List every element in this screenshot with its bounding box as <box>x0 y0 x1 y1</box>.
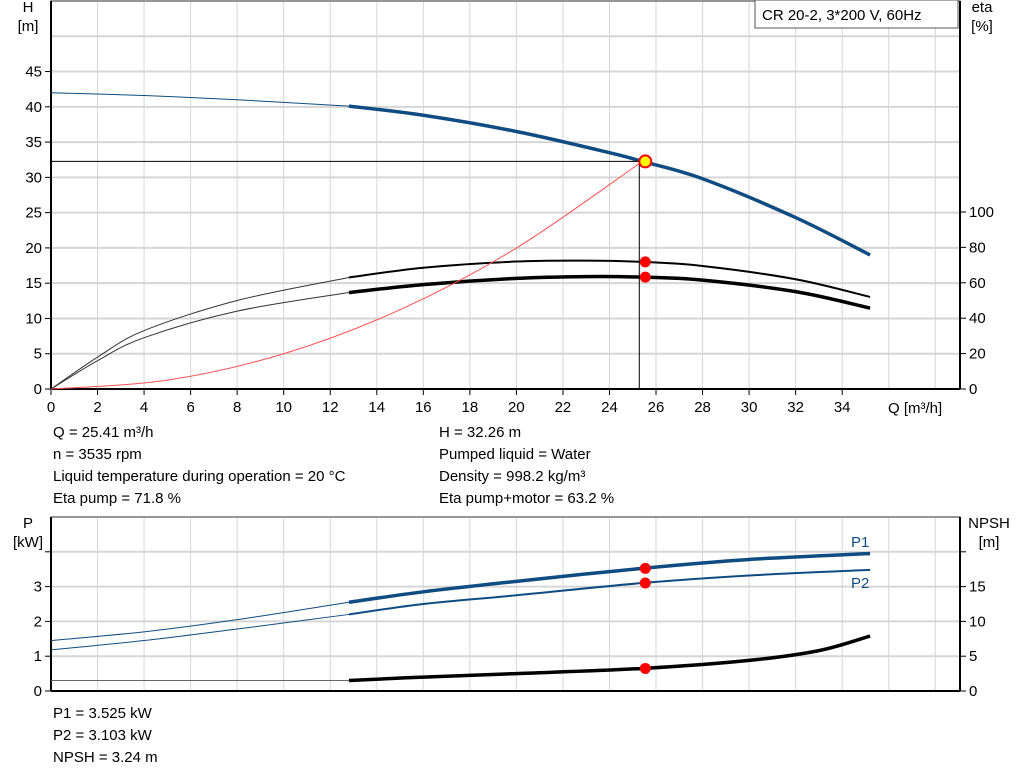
y-axis-label: [m] <box>18 18 39 35</box>
readout-p2: P2 = 3.103 kW <box>53 727 152 744</box>
readout-speed: n = 3535 rpm <box>53 446 142 463</box>
series-label-p2: P2 <box>851 575 869 592</box>
y-tick-label: 20 <box>25 240 42 257</box>
y-tick-label: 2 <box>34 613 42 630</box>
x-tick-label: 32 <box>787 399 804 416</box>
y2-tick-label: 0 <box>969 381 977 398</box>
y-axis-label: P <box>23 515 33 532</box>
x-tick-label: 10 <box>275 399 292 416</box>
duty-point-marker <box>638 154 653 169</box>
x-tick-label: 0 <box>47 399 55 416</box>
eta-pump-marker <box>639 256 651 268</box>
y-tick-label: 3 <box>34 579 42 596</box>
x-tick-label: 6 <box>186 399 194 416</box>
readout-q: Q = 25.41 m³/h <box>53 424 154 441</box>
y2-tick-label: 0 <box>969 683 977 700</box>
readout-eta-pump: Eta pump = 71.8 % <box>53 490 181 507</box>
y2-axis-label: eta <box>972 0 994 16</box>
y2-tick-label: 80 <box>969 239 986 256</box>
y2-axis-label: [%] <box>971 18 993 35</box>
x-tick-label: 16 <box>415 399 432 416</box>
eta-pump-motor-marker <box>639 271 651 283</box>
series-system <box>50 161 643 390</box>
series-p2-extrapolated <box>50 613 349 651</box>
readout-npsh: NPSH = 3.24 m <box>53 749 158 766</box>
y-axis-label: [kW] <box>13 534 43 551</box>
y-tick-label: 15 <box>25 275 42 292</box>
series-npsh <box>348 634 871 683</box>
y-tick-label: 35 <box>25 134 42 151</box>
y-tick-label: 25 <box>25 205 42 222</box>
x-tick-label: 26 <box>648 399 665 416</box>
y-tick-label: 10 <box>25 310 42 327</box>
y-tick-label: 5 <box>34 346 42 363</box>
x-tick-label: 2 <box>93 399 101 416</box>
x-tick-label: 28 <box>694 399 711 416</box>
readout-temperature: Liquid temperature during operation = 20… <box>53 468 346 485</box>
x-axis-label: Q [m³/h] <box>888 400 942 417</box>
chart-title: CR 20-2, 3*200 V, 60Hz <box>762 7 922 24</box>
plot-frame <box>50 516 961 692</box>
readout-density: Density = 998.2 kg/m³ <box>439 468 586 485</box>
y-tick-label: 30 <box>25 169 42 186</box>
y-tick-label: 0 <box>34 381 42 398</box>
y2-axis-label: [m] <box>979 534 1000 551</box>
x-tick-label: 12 <box>322 399 339 416</box>
readout-eta-pump-motor: Eta pump+motor = 63.2 % <box>439 490 615 507</box>
y-axis-label: H <box>23 0 34 16</box>
series-eta-pump-motor <box>348 274 871 310</box>
series-head <box>348 104 871 257</box>
plot-frame <box>50 0 961 390</box>
y2-tick-label: 10 <box>969 613 986 630</box>
y2-axis-label: NPSH <box>968 515 1010 532</box>
p2-marker <box>639 577 651 589</box>
x-tick-label: 18 <box>462 399 479 416</box>
y-tick-label: 45 <box>25 64 42 81</box>
npsh-marker <box>639 662 651 674</box>
y2-tick-label: 15 <box>969 579 986 596</box>
x-tick-label: 20 <box>508 399 525 416</box>
series-p1-extrapolated <box>50 601 349 642</box>
x-tick-label: 4 <box>140 399 148 416</box>
y-tick-label: 0 <box>34 683 42 700</box>
series-label-p1: P1 <box>851 534 869 551</box>
p1-marker <box>639 562 651 574</box>
y-tick-label: 40 <box>25 99 42 116</box>
series-eta-pump <box>348 259 871 298</box>
readout-liquid: Pumped liquid = Water <box>439 446 591 463</box>
readout-right: H = 32.26 m Pumped liquid = Water Densit… <box>439 422 614 510</box>
title-box <box>754 0 959 29</box>
readout-left: Q = 25.41 m³/h n = 3535 rpm Liquid tempe… <box>53 422 345 510</box>
readout-p1: P1 = 3.525 kW <box>53 705 152 722</box>
y-tick-label: 1 <box>34 648 42 665</box>
y2-tick-label: 60 <box>969 275 986 292</box>
series-p1 <box>348 551 871 604</box>
x-tick-label: 30 <box>741 399 758 416</box>
x-tick-label: 22 <box>555 399 572 416</box>
y2-tick-label: 100 <box>969 204 994 221</box>
y2-tick-label: 40 <box>969 310 986 327</box>
x-tick-label: 8 <box>233 399 241 416</box>
x-tick-label: 14 <box>368 399 385 416</box>
x-tick-label: 34 <box>834 399 851 416</box>
y2-tick-label: 20 <box>969 346 986 363</box>
readout-bottom: P1 = 3.525 kW P2 = 3.103 kW NPSH = 3.24 … <box>53 703 158 769</box>
series-head-extrapolated <box>50 92 349 107</box>
series-eta-pump-extrapolated <box>50 277 349 390</box>
readout-h: H = 32.26 m <box>439 424 522 441</box>
y2-tick-label: 5 <box>969 648 977 665</box>
x-tick-label: 24 <box>601 399 618 416</box>
series-p2 <box>348 568 871 616</box>
series-eta-pump-motor-extrapolated <box>50 292 349 390</box>
